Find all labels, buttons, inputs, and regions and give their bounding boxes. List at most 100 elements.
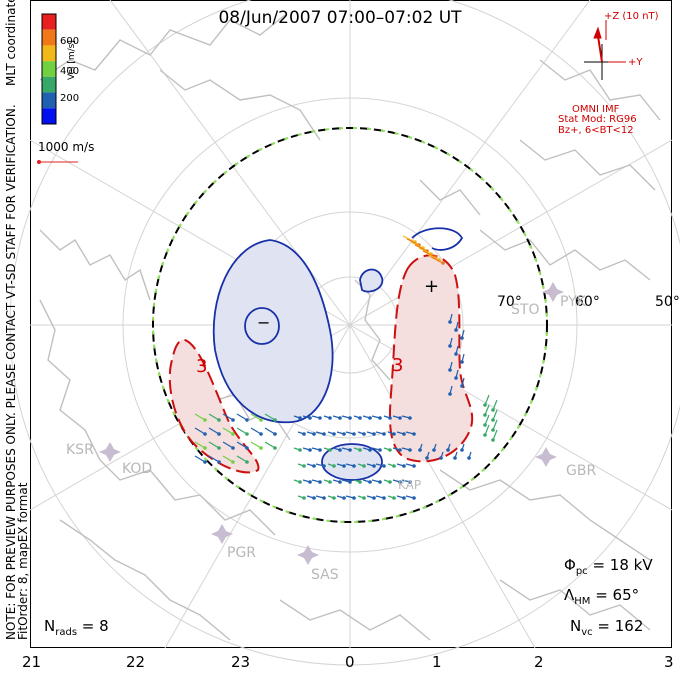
vector-origin	[467, 456, 471, 460]
vector-origin	[312, 432, 316, 436]
vector-origin	[328, 416, 332, 420]
vector-origin	[203, 418, 207, 422]
vector-origin	[217, 432, 221, 436]
colorbar-tick-600: 600	[60, 36, 80, 47]
vector-origin	[273, 446, 277, 450]
neg-cell-small	[359, 268, 384, 293]
vector-origin	[298, 448, 302, 452]
velocity-vector	[222, 413, 234, 421]
vector-origin	[259, 418, 263, 422]
vector-origin	[342, 496, 346, 500]
station-markers	[99, 282, 564, 565]
vector-origin	[388, 448, 392, 452]
vector-origin	[231, 418, 235, 422]
velocity-vector	[430, 256, 444, 264]
contour-label-3a: 3	[196, 356, 208, 377]
vector-origin	[302, 432, 306, 436]
vector-origin	[245, 418, 249, 422]
vector-origin	[491, 418, 495, 422]
vector-origin	[348, 448, 352, 452]
stat-lambda-hm: ΛHM = 65°	[564, 586, 640, 607]
vector-origin	[454, 328, 458, 332]
vector-origin	[203, 460, 207, 464]
velocity-vector	[236, 427, 248, 435]
meridian-10	[349, 324, 536, 649]
marker-gbr	[535, 447, 557, 467]
vector-origin	[318, 416, 322, 420]
station-ksr: KSR	[66, 442, 94, 458]
station-pgr: PGR	[227, 545, 257, 561]
vector-origin	[231, 432, 235, 436]
vector-origin	[342, 432, 346, 436]
vector-origin	[245, 446, 249, 450]
vector-origin	[418, 448, 422, 452]
coords-note: MLT coordinates	[4, 0, 18, 86]
scale-vector	[37, 160, 78, 164]
velocity-vector	[208, 427, 220, 435]
station-kod: KOD	[122, 461, 153, 477]
vector-origin	[483, 413, 487, 417]
vector-origin	[348, 480, 352, 484]
vector-origin	[298, 416, 302, 420]
velocity-vector	[222, 455, 234, 463]
vector-origin	[392, 496, 396, 500]
vector-origin	[412, 496, 416, 500]
vector-origin	[448, 344, 452, 348]
neg-arc-top	[411, 227, 464, 251]
station-sto: STO	[511, 302, 540, 318]
velocity-vector	[208, 413, 220, 421]
vector-origin	[328, 448, 332, 452]
vector-origin	[382, 496, 386, 500]
velocity-vector	[410, 241, 424, 249]
stat-n-vc: Nvc = 162	[570, 617, 644, 638]
marker-ksr	[99, 442, 121, 462]
vector-origin	[312, 464, 316, 468]
vector-origin	[412, 464, 416, 468]
station-sas: SAS	[311, 567, 339, 583]
lat-label-60: 60°	[575, 294, 600, 310]
vector-origin	[432, 448, 436, 452]
vector-origin	[328, 480, 332, 484]
colorbar-swatch	[42, 108, 56, 124]
neg-cell-inner	[244, 307, 280, 345]
vector-origin	[332, 496, 336, 500]
vector-origin	[308, 448, 312, 452]
vector-origin	[491, 428, 495, 432]
station-kap: KAP	[398, 478, 422, 492]
vector-origin	[368, 448, 372, 452]
vector-origin	[448, 320, 452, 324]
pos-cell-left	[168, 338, 260, 474]
vector-origin	[382, 432, 386, 436]
station-pyk: PYK	[560, 294, 586, 310]
stat-n-rads: Nrads = 8	[44, 617, 109, 638]
velocity-vector	[208, 455, 220, 463]
velocity-vector	[222, 427, 234, 435]
page-title: 08/Jun/2007 07:00–07:02 UT	[218, 8, 462, 28]
vector-origin	[402, 496, 406, 500]
vector-origin	[398, 416, 402, 420]
marker-pyk	[542, 282, 564, 302]
vector-origin	[412, 432, 416, 436]
station-gbr: GBR	[566, 463, 597, 479]
vector-origin	[368, 416, 372, 420]
vector-origin	[402, 432, 406, 436]
velocity-vector	[406, 238, 420, 246]
velocity-vector	[250, 441, 262, 449]
vector-origin	[398, 480, 402, 484]
velocity-vector	[250, 413, 262, 421]
vector-origin	[362, 432, 366, 436]
vector-origin	[408, 480, 412, 484]
vector-origin	[259, 432, 263, 436]
marker-sas	[297, 545, 319, 565]
pos-cell-right	[388, 254, 474, 463]
velocity-vector	[264, 427, 276, 435]
vector-origin	[217, 418, 221, 422]
vector-origin	[368, 480, 372, 484]
neg-cell-large	[212, 239, 334, 424]
vector-origin	[231, 446, 235, 450]
lat-label-50: 50°	[655, 294, 680, 310]
velocity-vector	[418, 247, 432, 255]
vector-origin	[460, 384, 464, 388]
vector-origin	[217, 460, 221, 464]
